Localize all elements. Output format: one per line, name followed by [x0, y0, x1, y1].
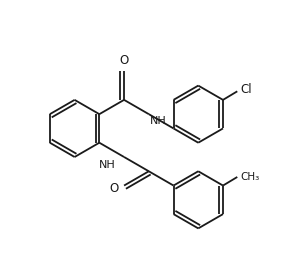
Text: NH: NH	[99, 160, 116, 170]
Text: CH₃: CH₃	[240, 172, 259, 182]
Text: O: O	[119, 54, 129, 67]
Text: NH: NH	[150, 116, 167, 125]
Text: O: O	[109, 182, 118, 195]
Text: Cl: Cl	[240, 82, 252, 96]
